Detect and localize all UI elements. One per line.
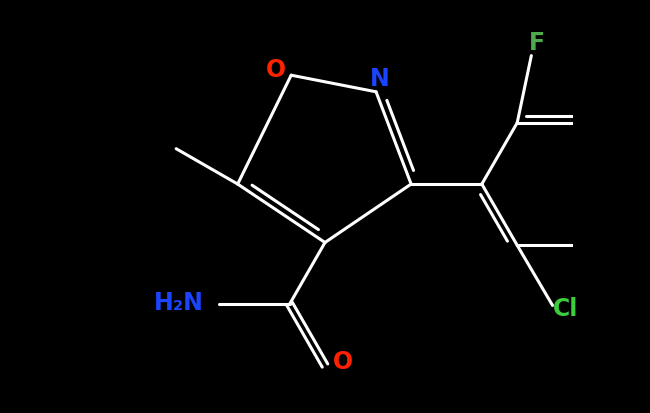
- Text: O: O: [333, 350, 353, 374]
- Text: O: O: [266, 57, 286, 81]
- Text: F: F: [529, 31, 545, 55]
- Text: N: N: [370, 67, 389, 91]
- Text: Cl: Cl: [552, 297, 578, 321]
- Text: H₂N: H₂N: [153, 291, 203, 315]
